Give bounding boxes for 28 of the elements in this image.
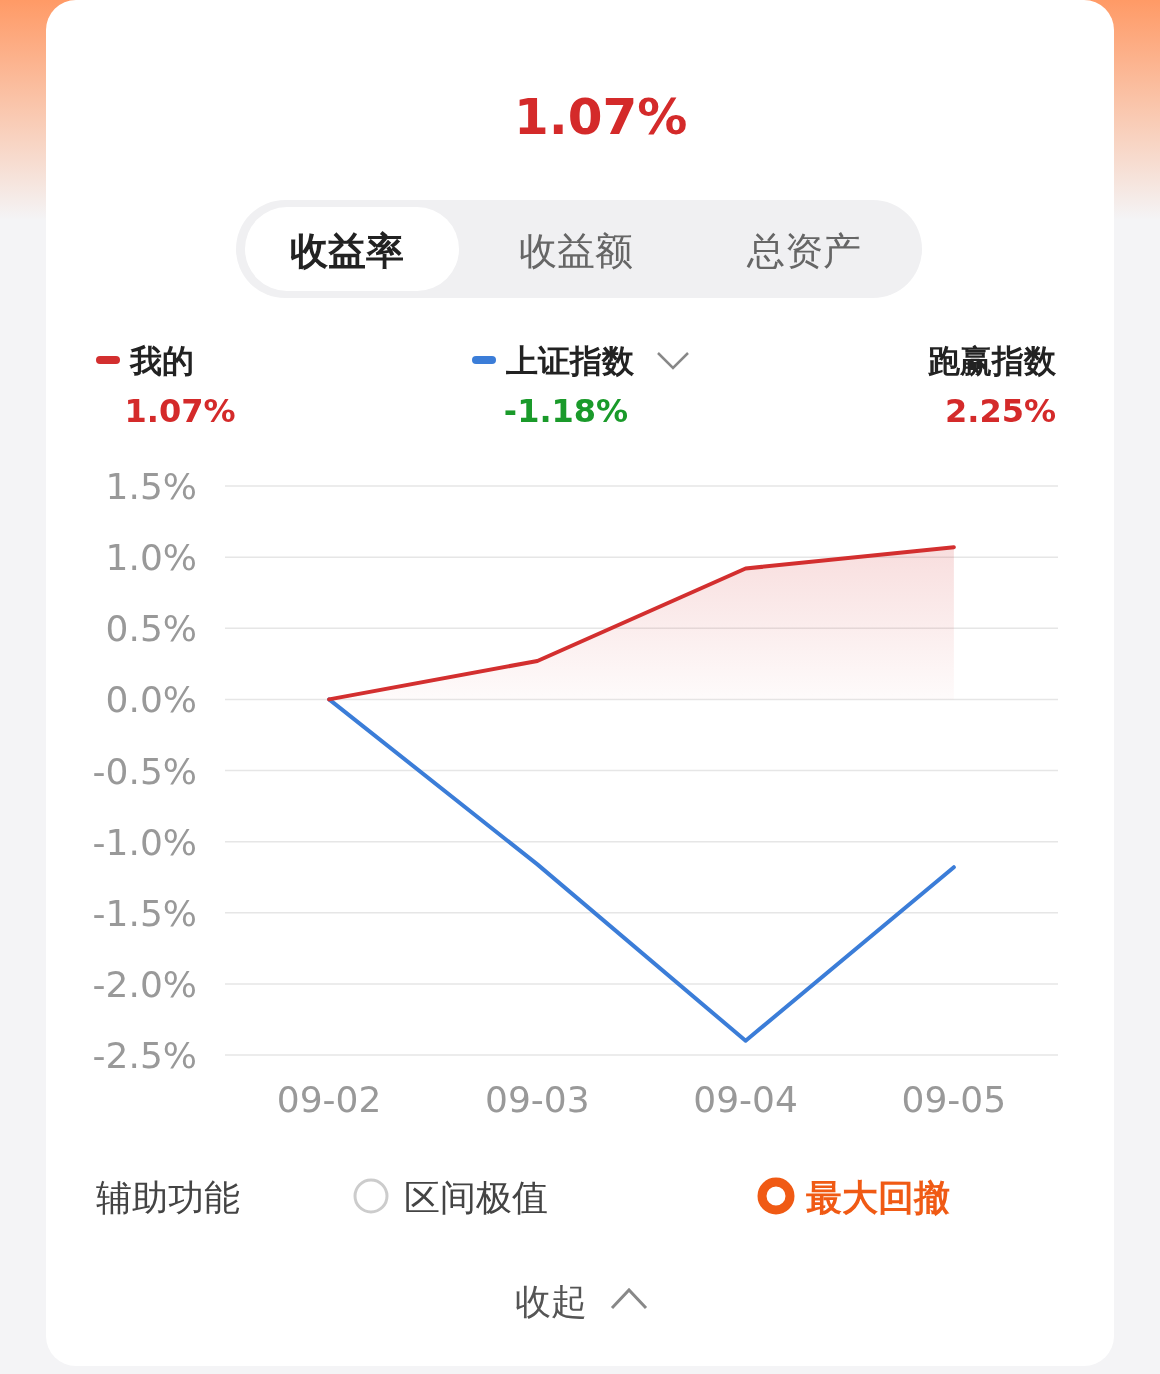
text: 1.07% [124,392,236,430]
y-tick-label: 1.0% [105,537,197,579]
text: 总资产 [746,229,861,273]
x-tick-label: 09-04 [693,1079,798,1120]
y-tick-label: -0.5% [92,750,197,792]
x-tick-label: 09-02 [276,1079,382,1120]
y-tick-label: 0.0% [105,679,197,721]
text: 2.25% [944,392,1056,430]
x-tick-label: 09-05 [901,1079,1007,1120]
text: -1.18% [503,392,629,430]
text: 收起 [515,1281,587,1322]
chart-title: 1.07% [514,88,688,146]
y-tick-label: 0.5% [105,608,197,650]
y-tick-label: -2.0% [92,963,197,1005]
text: 收益额 [519,229,633,273]
line-series [327,697,956,1043]
text: 辅助功能 [96,1177,240,1218]
legend-label: 上证指数 [505,342,635,380]
legend-label: 我的 [129,342,194,380]
text: 收益率 [290,229,404,273]
y-tick-label: -2.5% [92,1035,197,1076]
y-tick-label: -1.5% [92,892,197,934]
y-tick-label: -1.0% [92,821,197,863]
text: 跑赢指数 [927,342,1057,380]
x-tick-label: 09-03 [485,1079,590,1120]
y-tick-label: 1.5% [105,466,197,507]
text: 最大回撤 [806,1177,950,1218]
text: 区间极值 [404,1177,548,1218]
